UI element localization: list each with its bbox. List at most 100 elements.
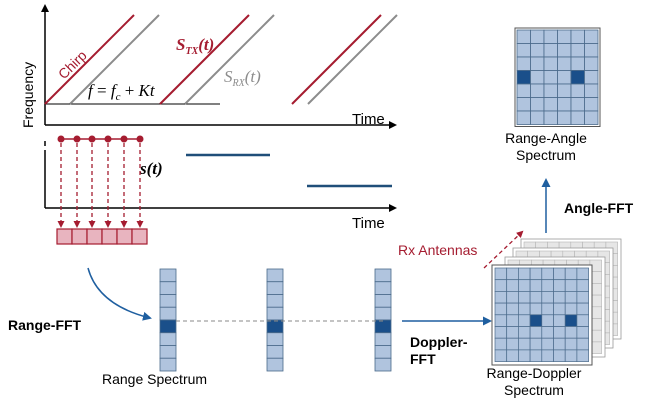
rx-chirp-3 (307, 14, 398, 105)
range-doppler-cell (529, 302, 543, 316)
range-doppler-cell (506, 279, 519, 292)
range-doppler-label: Range-Doppler Spectrum (487, 365, 582, 398)
range-doppler-cell (553, 314, 566, 327)
range-doppler-front-grid (491, 264, 593, 366)
range-bin (266, 281, 284, 295)
tx-chirp-1 (44, 14, 135, 105)
range-bin (159, 345, 177, 359)
range-bin (266, 294, 284, 308)
range-angle-cell (557, 70, 572, 85)
range-doppler-cell (564, 349, 578, 362)
range-doppler-cell (541, 326, 554, 339)
range-angle-cell (543, 43, 558, 58)
range-angle-peak (516, 70, 531, 85)
range-doppler-cell (553, 279, 566, 292)
sample-point (73, 135, 81, 143)
tx-chirp-2 (159, 14, 250, 105)
range-angle-cell (570, 97, 585, 112)
range-doppler-cell (518, 291, 531, 304)
range-doppler-cell (506, 314, 519, 327)
range-angle-cell (543, 110, 558, 125)
if-signal-plot: Time s(t) (44, 141, 397, 245)
range-doppler-cell (518, 279, 531, 292)
range-angle-cell (570, 43, 585, 58)
doppler-fft-label: Doppler-FFT (410, 334, 468, 367)
time-axis-label-bottom: Time (352, 215, 385, 232)
range-angle-cell (530, 110, 545, 125)
range-angle-label: Range-Angle Spectrum (505, 130, 587, 163)
range-doppler-cell (518, 267, 531, 281)
range-doppler-cell (541, 302, 554, 316)
sample-buffer (56, 228, 148, 245)
range-doppler-cell (553, 291, 566, 304)
range-angle-cell (570, 110, 585, 125)
range-bin (374, 294, 392, 308)
range-angle-peak (570, 70, 585, 85)
s-rx-label: SRX(t) (224, 67, 261, 89)
range-angle-cell (543, 56, 558, 71)
range-doppler-cell (576, 279, 589, 292)
s-tx-label: STX(t) (176, 35, 214, 57)
range-doppler-cell (494, 314, 508, 327)
range-bin (374, 281, 392, 295)
rx-chirp-2 (184, 14, 275, 105)
range-angle-cell (530, 83, 545, 98)
range-doppler-cell (506, 326, 519, 339)
range-doppler-peak (564, 314, 578, 327)
range-doppler-cell (494, 267, 508, 281)
range-bin (374, 332, 392, 346)
rx-antennas-label: Rx Antennas (398, 242, 477, 258)
range-doppler-cell (576, 314, 589, 327)
range-doppler-cell (541, 349, 554, 362)
range-doppler-cell (529, 326, 543, 339)
range-bin (266, 345, 284, 359)
range-doppler-cell (541, 314, 554, 327)
range-doppler-cell (518, 349, 531, 362)
range-doppler-cell (576, 267, 589, 281)
range-bin (266, 306, 284, 321)
range-bin (374, 306, 392, 321)
range-angle-cell (516, 97, 531, 112)
sample-point (57, 135, 65, 143)
range-angle-cell (516, 56, 531, 71)
range-doppler-cell (564, 291, 578, 304)
frequency-axis-label: Frequency (20, 62, 36, 128)
range-doppler-cell (506, 349, 519, 362)
range-angle-cell (584, 97, 599, 112)
sample-point (136, 135, 144, 143)
range-angle-cell (584, 29, 599, 44)
range-doppler-cell (518, 326, 531, 339)
range-doppler-peak (529, 314, 543, 327)
range-doppler-cell (494, 349, 508, 362)
range-bin (159, 332, 177, 346)
range-angle-cell (530, 97, 545, 112)
range-doppler-stack (491, 238, 622, 366)
range-doppler-cell (576, 291, 589, 304)
range-doppler-cell (576, 302, 589, 316)
range-doppler-cell (553, 337, 566, 351)
range-angle-cell (530, 56, 545, 71)
range-doppler-cell (529, 349, 543, 362)
range-doppler-cell (541, 279, 554, 292)
range-angle-cell (516, 43, 531, 58)
range-angle-cell (570, 29, 585, 44)
range-doppler-cell (564, 267, 578, 281)
range-doppler-cell (529, 267, 543, 281)
range-doppler-cell (553, 302, 566, 316)
angle-fft-label: Angle-FFT (564, 200, 634, 216)
sample-point (120, 135, 128, 143)
range-angle-cell (557, 56, 572, 71)
range-doppler-cell (494, 302, 508, 316)
range-doppler-cell (494, 291, 508, 304)
range-doppler-cell (518, 314, 531, 327)
range-angle-cell (516, 110, 531, 125)
range-doppler-cell (541, 267, 554, 281)
time-axis-label-top: Time (352, 111, 385, 128)
range-fft-arrow (87, 267, 152, 321)
range-doppler-cell (553, 267, 566, 281)
range-bin (266, 268, 284, 283)
range-spectrum-label: Range Spectrum (102, 371, 207, 387)
range-angle-cell (516, 29, 531, 44)
range-angle-cell (543, 83, 558, 98)
range-bin (159, 306, 177, 321)
